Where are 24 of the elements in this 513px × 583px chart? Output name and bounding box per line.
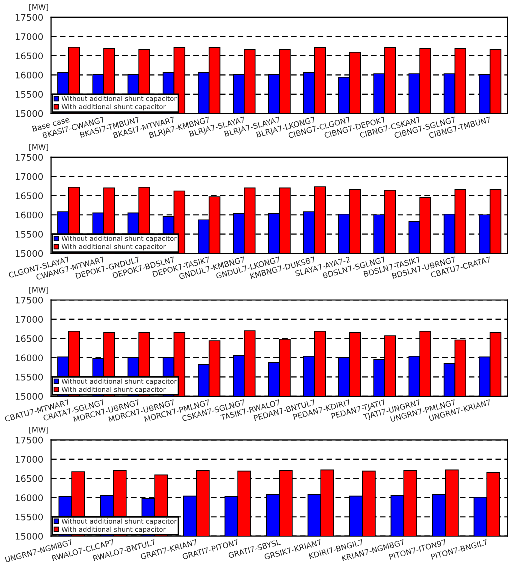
y-tick-label: 16000 [16,494,44,502]
y-tick-label: 16500 [16,335,44,342]
y-tick-label: 15000 [16,250,44,258]
y-tick-label: 16500 [16,475,44,482]
y-tick-label: 16000 [16,354,44,362]
y-tick-label: 17000 [16,316,44,324]
y-tick-label: 15500 [16,91,44,98]
y-tick-label: 17000 [16,456,44,463]
y-tick-label: 15500 [16,231,44,238]
y-tick-label: 17500 [16,436,44,444]
y-tick-label: 16500 [16,52,44,60]
y-tick-label: 17000 [16,33,44,40]
y-tick-label: 17500 [16,14,44,22]
y-tick-label: 15000 [16,110,44,118]
y-tick-label: 15500 [16,514,44,521]
y-tick-label: 17500 [16,154,44,161]
y-tick-label: 15000 [16,533,44,540]
y-tick-label: 15500 [16,374,44,381]
y-tick-label: 17000 [16,173,44,180]
y-tick-label: 16000 [16,212,44,219]
y-tick-label: 15000 [16,393,44,400]
y-tick-label: 16000 [16,72,44,79]
y-tick-label: 16500 [16,192,44,200]
y-tick-label: 17500 [16,296,44,304]
